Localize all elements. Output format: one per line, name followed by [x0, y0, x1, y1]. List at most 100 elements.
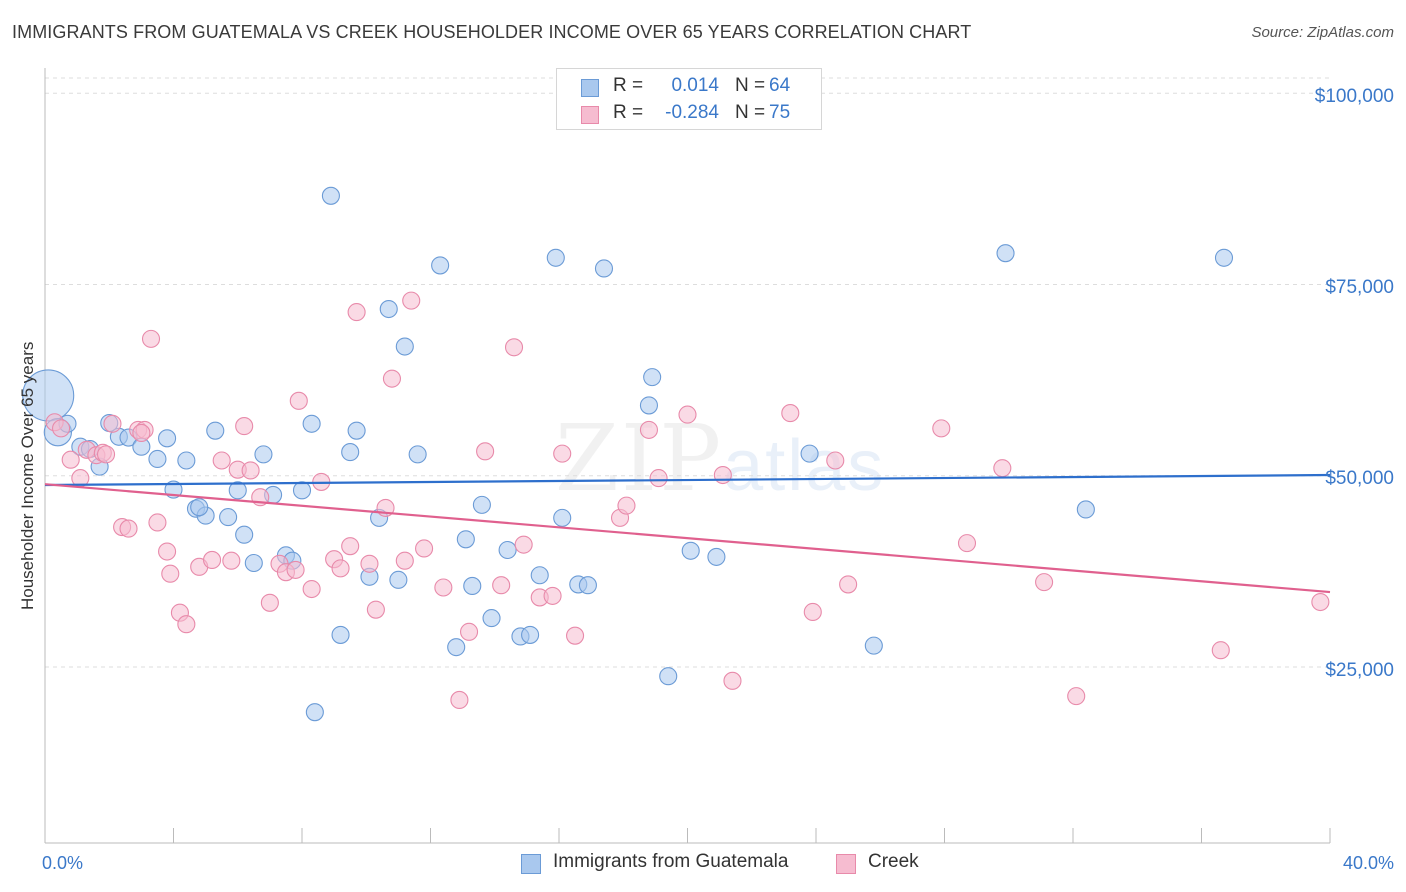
point-guatemala-31: [347, 421, 366, 440]
point-guatemala-18: [228, 481, 247, 500]
point-creek-15: [161, 564, 180, 583]
x-tick-label-max: 40.0%: [1342, 853, 1394, 873]
point-creek-72: [1311, 592, 1330, 612]
source-label: Source: ZipAtlas.com: [1251, 24, 1394, 41]
point-creek-12: [141, 329, 161, 348]
point-creek-58: [649, 469, 668, 488]
point-creek-62: [781, 404, 800, 423]
point-guatemala-16: [206, 421, 225, 440]
n-value: 75: [769, 102, 791, 123]
point-creek-47: [476, 442, 495, 461]
point-guatemala-28: [321, 186, 340, 205]
y-tick-label-75000: $75,000: [1325, 277, 1394, 298]
point-creek-56: [617, 496, 636, 515]
point-guatemala-34: [379, 299, 398, 319]
legend-label: Immigrants from Guatemala: [553, 851, 789, 872]
point-creek-46: [459, 622, 479, 641]
point-creek-21: [222, 551, 241, 570]
point-creek-54: [566, 626, 585, 645]
point-guatemala-35: [389, 570, 408, 589]
y-axis-label: Householder Income Over 65 years: [18, 341, 37, 610]
point-creek-61: [723, 671, 742, 690]
point-creek-59: [678, 405, 697, 424]
n-label: N =: [735, 75, 766, 96]
watermark-atlas: atlas: [723, 426, 886, 506]
point-guatemala-46: [521, 625, 540, 644]
point-creek-67: [957, 534, 977, 553]
point-guatemala-61: [1076, 500, 1095, 519]
point-guatemala-63: [190, 498, 209, 517]
point-creek-20: [212, 451, 231, 470]
y-tick-label-50000: $50,000: [1325, 468, 1394, 489]
point-creek-26: [260, 593, 279, 612]
series-legend: Immigrants from Guatemala Creek: [0, 851, 1406, 877]
point-creek-63: [803, 602, 822, 622]
watermark-zip: ZIP: [555, 405, 724, 512]
point-creek-43: [415, 539, 434, 558]
point-creek-71: [1211, 641, 1230, 660]
point-guatemala-30: [341, 443, 360, 462]
point-creek-14: [158, 542, 177, 561]
point-creek-35: [341, 537, 360, 556]
point-creek-19: [203, 550, 222, 570]
point-creek-73: [132, 423, 151, 443]
trend-line-guatemala: [44, 473, 1331, 487]
point-creek-66: [932, 419, 951, 438]
point-guatemala-51: [578, 576, 597, 595]
point-creek-29: [286, 560, 305, 579]
point-creek-31: [302, 579, 321, 599]
r-label: R =: [613, 75, 644, 96]
point-guatemala-17: [219, 508, 238, 527]
point-guatemala-60: [996, 244, 1015, 263]
point-guatemala-11: [158, 429, 177, 448]
chart-title: IMMIGRANTS FROM GUATEMALA VS CREEK HOUSE…: [12, 22, 972, 42]
x-tick-label-min: 0.0%: [42, 853, 84, 873]
point-creek-30: [289, 391, 308, 410]
point-creek-23: [235, 417, 254, 436]
point-guatemala-44: [498, 540, 517, 560]
point-guatemala-59: [864, 636, 883, 655]
point-guatemala-47: [530, 566, 549, 585]
trend-line-creek: [44, 483, 1331, 594]
point-guatemala-48: [546, 248, 565, 267]
point-creek-68: [993, 459, 1012, 478]
point-creek-1: [52, 419, 71, 438]
point-creek-65: [839, 575, 858, 594]
point-guatemala-25: [292, 481, 312, 500]
point-creek-40: [382, 369, 402, 388]
point-creek-53: [553, 444, 572, 463]
point-guatemala-52: [594, 259, 614, 278]
legend-swatch-blue: [521, 854, 541, 874]
stats-legend: R = 0.014 N = 64 R = -0.284 N = 75: [556, 68, 822, 130]
y-tick-label-25000: $25,000: [1325, 660, 1394, 681]
n-value: 64: [769, 75, 791, 96]
n-label: N =: [735, 102, 766, 123]
point-creek-64: [826, 451, 845, 470]
point-guatemala-27: [305, 703, 324, 722]
legend-label: Creek: [868, 851, 919, 872]
point-guatemala-49: [553, 508, 572, 527]
watermark: ZIPatlas: [555, 405, 885, 512]
point-guatemala-62: [1214, 248, 1234, 267]
legend-swatch-blue: [581, 79, 599, 97]
point-guatemala-56: [681, 541, 700, 560]
point-creek-34: [331, 559, 350, 578]
legend-swatch-pink: [836, 854, 856, 874]
point-creek-41: [395, 551, 414, 570]
point-guatemala-29: [331, 625, 350, 644]
point-guatemala-55: [659, 667, 678, 686]
point-guatemala-57: [707, 547, 726, 566]
r-value: 0.014: [671, 75, 719, 96]
point-creek-50: [514, 535, 533, 554]
point-creek-45: [450, 690, 469, 709]
point-creek-49: [504, 338, 524, 357]
point-guatemala-42: [472, 495, 491, 514]
point-guatemala-41: [463, 576, 482, 596]
point-creek-48: [492, 576, 511, 595]
point-guatemala-43: [482, 609, 501, 628]
point-creek-13: [148, 513, 167, 532]
point-guatemala-53: [639, 396, 659, 415]
point-creek-52: [543, 586, 562, 605]
point-creek-57: [639, 420, 659, 439]
